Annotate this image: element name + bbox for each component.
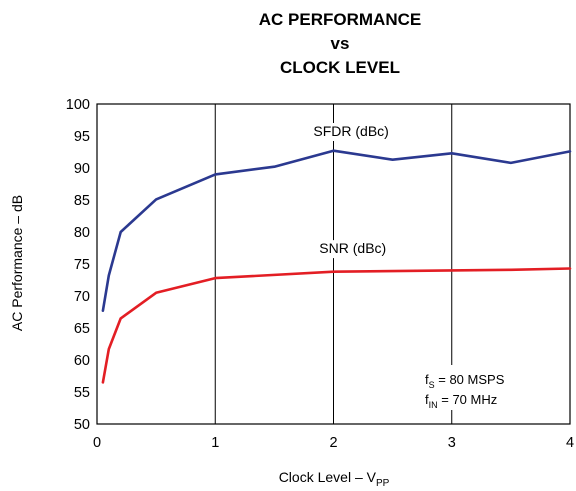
- x-tick-label: 1: [211, 435, 219, 451]
- y-tick-label: 50: [74, 417, 90, 433]
- y-tick-label: 70: [74, 289, 90, 305]
- x-tick-label: 2: [329, 435, 337, 451]
- annotation-input-frequency: fIN = 70 MHz: [425, 392, 497, 410]
- series-labels: SFDR (dBc) SNR (dBc): [311, 123, 410, 259]
- y-tick-labels: 50 55 60 65 70 75 80 85 90 95 100: [66, 97, 90, 433]
- series-label-snr: SNR (dBc): [319, 240, 386, 256]
- x-tick-labels: 0 1 2 3 4: [93, 435, 574, 451]
- series-layer: [101, 149, 572, 384]
- plot-frame: [96, 103, 571, 425]
- annotation-fin-sub: IN: [429, 400, 438, 410]
- series-label-bg-snr: [317, 240, 410, 259]
- y-tick-label: 100: [66, 97, 90, 113]
- y-tick-label: 90: [74, 161, 90, 177]
- y-tick-label: 80: [74, 225, 90, 241]
- x-tick-label: 4: [566, 435, 574, 451]
- x-axis-label-sub: PP: [376, 478, 390, 489]
- y-tick-label: 95: [74, 129, 90, 145]
- annotation-fin-value: = 70 MHz: [438, 392, 498, 407]
- annotation-fs-symbol: f: [425, 372, 429, 387]
- annotation-fs-sub: S: [429, 380, 435, 390]
- chart-title-line-3: CLOCK LEVEL: [280, 58, 400, 77]
- x-tick-label: 3: [448, 435, 456, 451]
- series-line-snr: [101, 267, 572, 384]
- y-tick-label: 75: [74, 257, 90, 273]
- annotation-sample-rate: fS = 80 MSPS: [425, 372, 505, 390]
- y-axis-label: AC Performance – dB: [9, 195, 25, 331]
- chart-title-line-1: AC PERFORMANCE: [258, 10, 422, 29]
- y-tick-label: 60: [74, 353, 90, 369]
- x-tick-label: 0: [93, 435, 101, 451]
- y-tick-label: 65: [74, 321, 90, 337]
- y-tick-label: 85: [74, 193, 90, 209]
- chart-title-line-2: vs: [330, 34, 350, 53]
- series-label-bg-sfdr: [311, 123, 404, 141]
- annotation-fin-symbol: f: [425, 392, 429, 407]
- annotation-fs-value: = 80 MSPS: [435, 372, 505, 387]
- x-axis-label-main: Clock Level – V: [279, 469, 377, 485]
- x-axis-label: Clock Level – VPP: [279, 469, 390, 489]
- y-tick-label: 55: [74, 385, 90, 401]
- series-line-sfdr: [101, 149, 572, 313]
- annotation-box: [421, 365, 551, 410]
- series-label-sfdr: SFDR (dBc): [313, 123, 388, 139]
